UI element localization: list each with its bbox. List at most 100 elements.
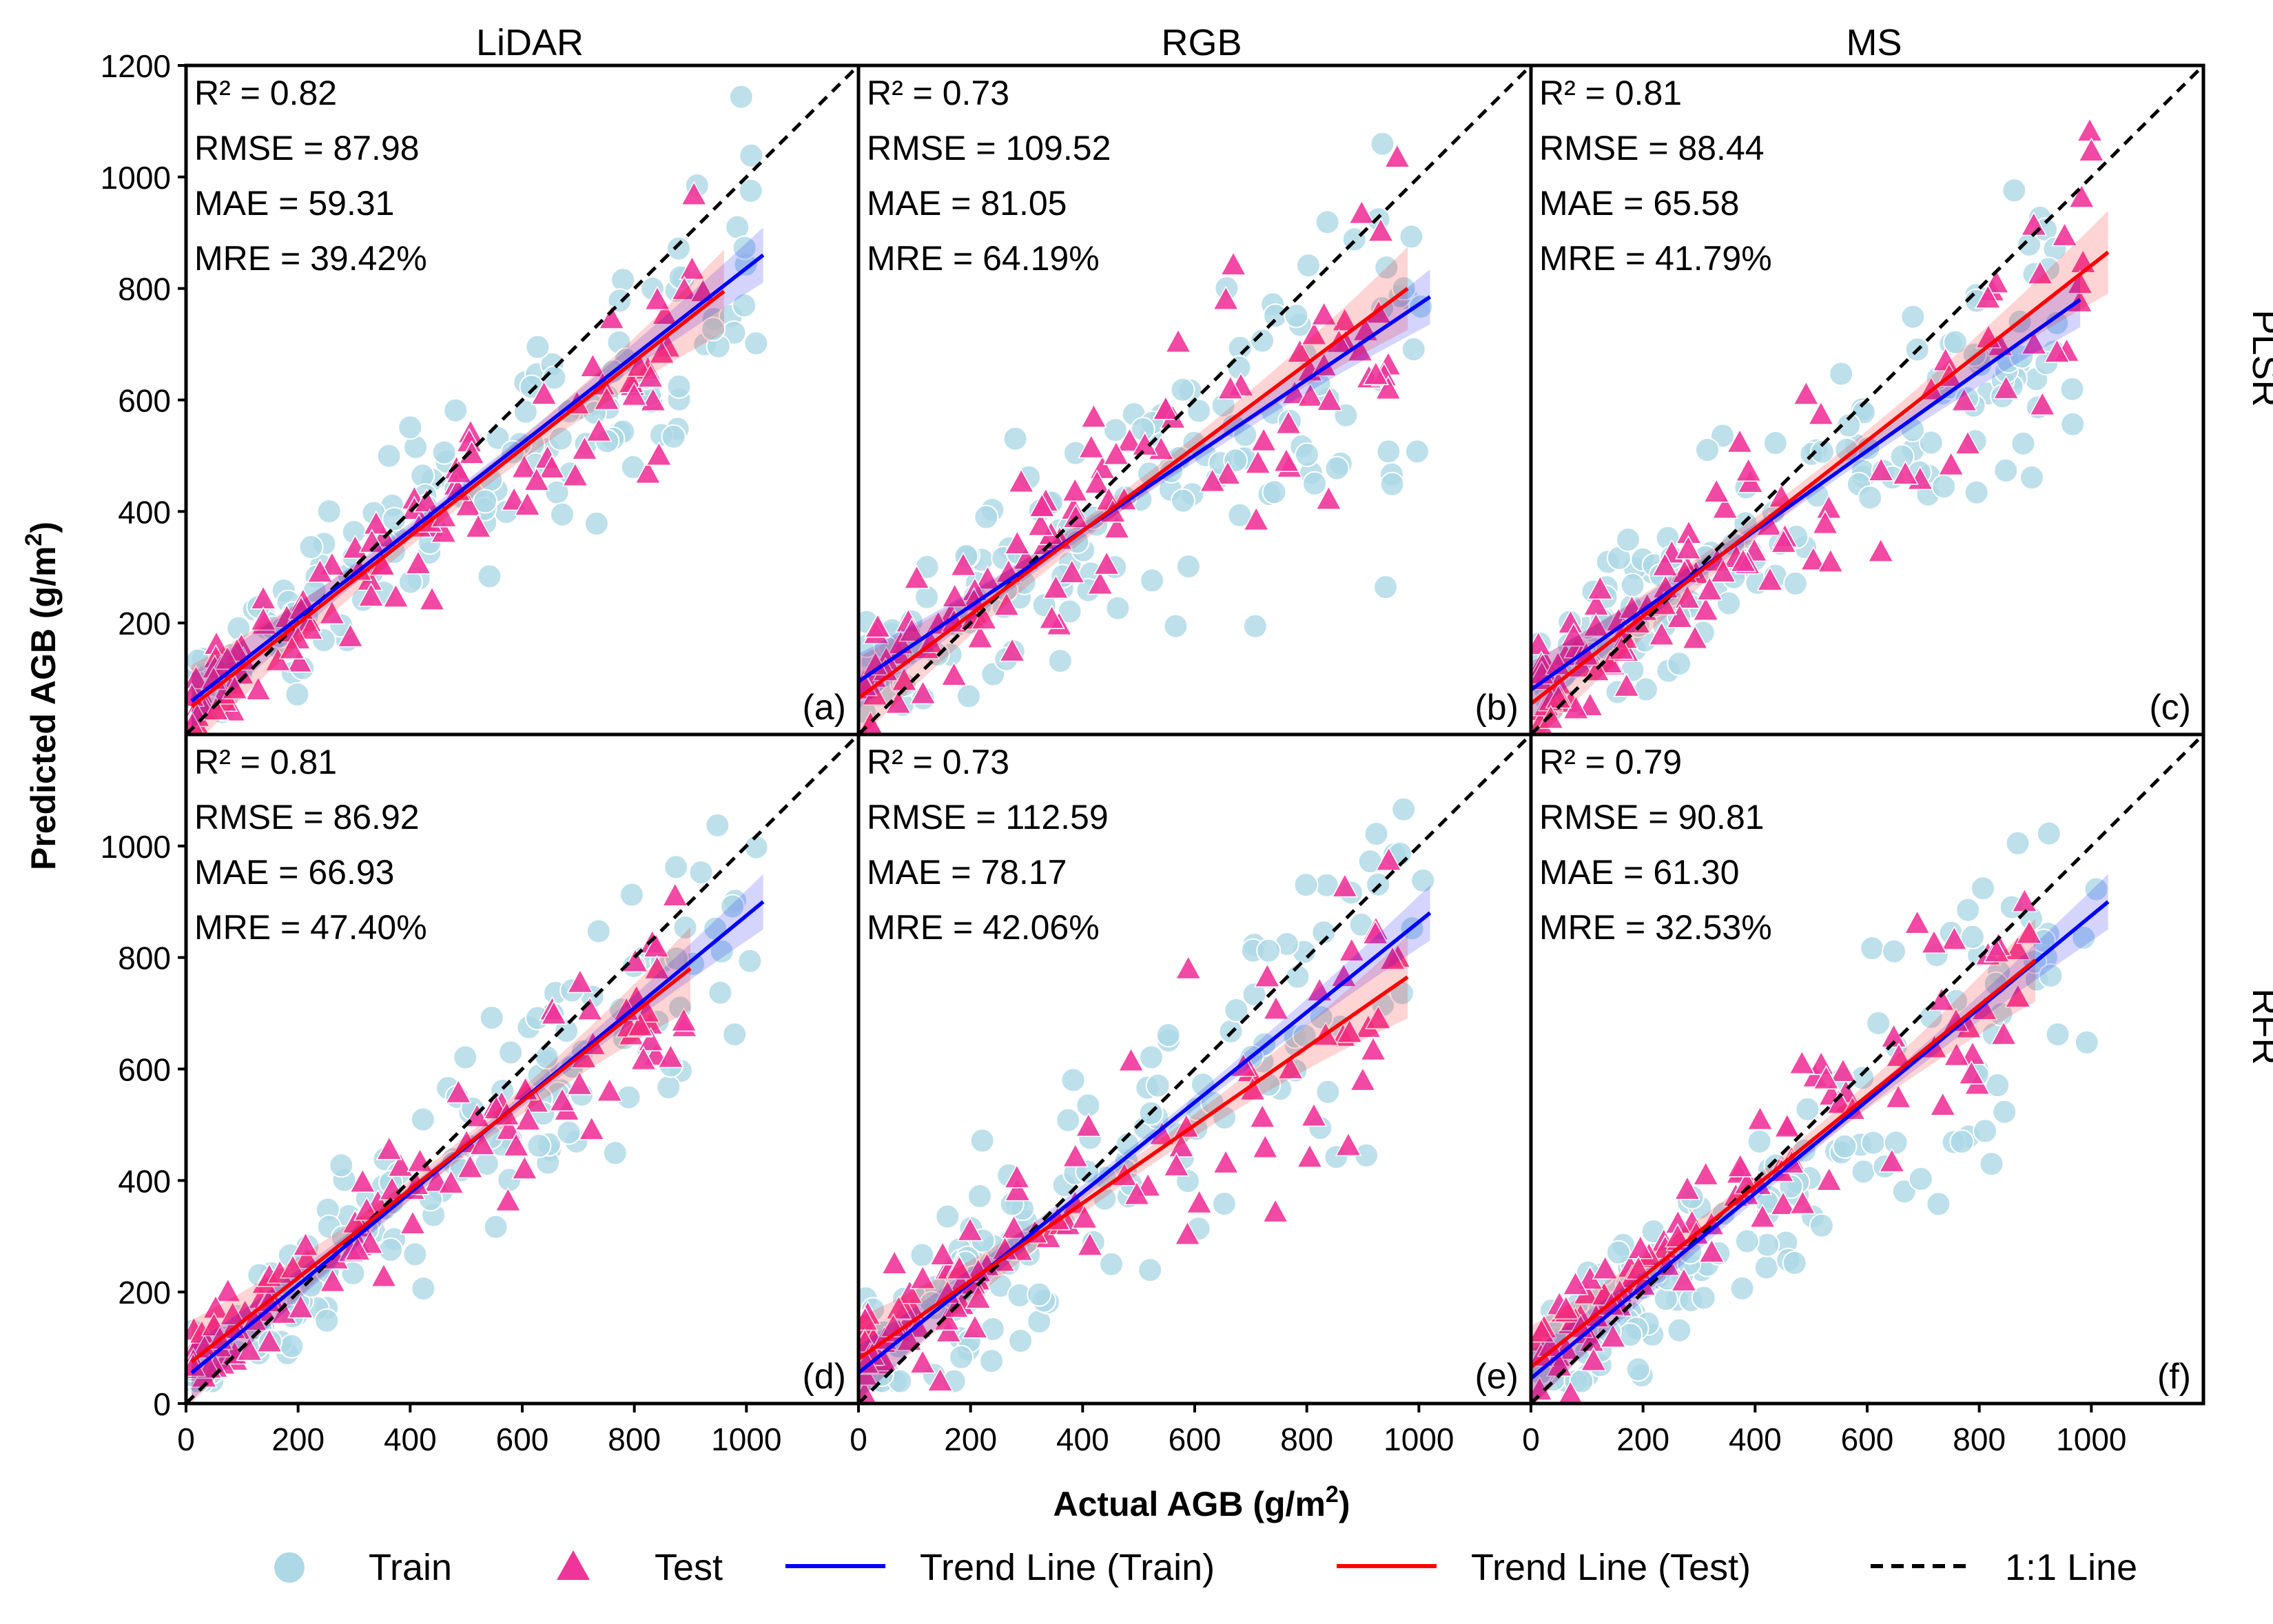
train-point [705, 812, 730, 838]
test-point [1174, 1220, 1201, 1246]
train-point [935, 1204, 960, 1229]
test-point [464, 513, 492, 538]
confidence-band [858, 247, 1408, 734]
test-point [903, 564, 930, 589]
train-point [1908, 1166, 1933, 1191]
metric-text: RMSE = 112.59 [867, 798, 1109, 836]
train-point [979, 1348, 1005, 1374]
test-point [522, 1088, 550, 1113]
train-point [1964, 480, 1989, 505]
test-point [495, 1186, 522, 1212]
metric-text: MRE = 64.19% [867, 239, 1100, 278]
test-point [1562, 1271, 1589, 1295]
train-point [1782, 1251, 1807, 1275]
train-point [914, 554, 940, 579]
train-point [1256, 938, 1282, 963]
test-point [387, 1152, 414, 1178]
train-point [2038, 963, 2064, 989]
test-point [399, 1210, 426, 1235]
test-point [376, 1135, 403, 1160]
test-point [1975, 284, 2002, 309]
test-point [245, 676, 272, 701]
train-point [2045, 1022, 2070, 1047]
train-point [720, 894, 745, 919]
test-trend-line [858, 287, 1409, 700]
train-point [664, 946, 689, 972]
test-point [1544, 650, 1572, 676]
test-point [1816, 1166, 1842, 1191]
test-point [670, 276, 698, 300]
train-point [298, 535, 324, 559]
test-point [571, 435, 598, 460]
test-point [896, 1279, 923, 1304]
test-point [1627, 1235, 1654, 1260]
test-trend-line [190, 289, 726, 708]
test-point [249, 606, 277, 631]
train-point [1145, 1073, 1171, 1098]
train-point [479, 1005, 504, 1031]
metric-text: RMSE = 109.52 [867, 129, 1111, 167]
test-point [404, 550, 432, 575]
train-point [701, 316, 726, 342]
test-point [949, 551, 977, 577]
x-tick-label: 200 [271, 1421, 325, 1457]
test-point [540, 1000, 568, 1025]
test-point [1164, 328, 1192, 353]
train-point [402, 1242, 428, 1267]
test-point [1756, 566, 1784, 591]
train-point [1171, 488, 1195, 513]
test-point [2068, 183, 2095, 208]
panel-label: (b) [1474, 688, 1519, 728]
train-point [1667, 651, 1692, 677]
train-point [1242, 982, 1267, 1007]
test-point [1379, 945, 1406, 970]
test-point [1123, 1180, 1151, 1206]
x-tick-label: 600 [1169, 1421, 1222, 1457]
x-tick-label: 800 [608, 1421, 661, 1457]
test-point [523, 466, 551, 491]
train-point [1695, 438, 1720, 462]
metric-text: MRE = 41.79% [1539, 239, 1772, 278]
metric-text: MRE = 47.40% [194, 908, 427, 947]
test-point [1560, 622, 1587, 647]
train-point [664, 854, 689, 880]
train-point [1747, 1129, 1772, 1154]
test-point [1300, 1102, 1328, 1127]
metric-text: R² = 0.81 [194, 743, 337, 781]
test-point [651, 300, 679, 325]
test-point [1954, 430, 1982, 455]
test-point [998, 637, 1026, 662]
legend: Train Test Trend Line (Train) Trend Line… [274, 1547, 2137, 1588]
test-point [1592, 1255, 1618, 1280]
test-point [1789, 1189, 1816, 1215]
train-point [1293, 872, 1319, 898]
test-point [1726, 428, 1753, 453]
train-point [1295, 442, 1319, 467]
test-point [1983, 269, 2010, 294]
test-point [1652, 552, 1678, 577]
test-point [1749, 1203, 1776, 1229]
test-point [1580, 1346, 1607, 1372]
test-point [292, 1231, 319, 1256]
test-point [1367, 217, 1395, 242]
train-point [1138, 1257, 1163, 1283]
train-point [1605, 1240, 1631, 1265]
panel-label: (e) [1474, 1357, 1519, 1397]
train-point [1008, 1328, 1033, 1353]
train-point [279, 1333, 305, 1359]
y-tick-label: 600 [118, 1052, 171, 1088]
y-tick-label: 800 [118, 941, 171, 976]
test-point [1813, 1065, 1840, 1090]
test-point [1152, 395, 1180, 420]
test-point [1083, 469, 1111, 494]
test-point [353, 1196, 380, 1221]
test-point [502, 1132, 530, 1157]
train-point [2074, 1029, 2099, 1055]
test-point [946, 1255, 973, 1279]
x-axis-label: Actual AGB (g/m2) [1053, 1481, 1350, 1523]
test-point [1331, 873, 1359, 898]
test-point [1118, 1047, 1144, 1072]
train-point [2084, 876, 2109, 902]
y-tick-label: 200 [118, 1275, 171, 1310]
y-tick-label: 800 [118, 271, 171, 307]
